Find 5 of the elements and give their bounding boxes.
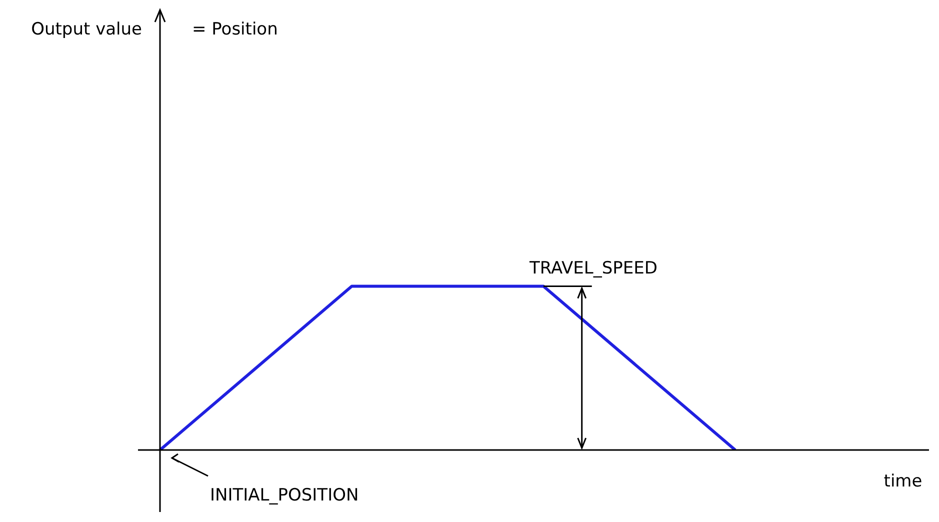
text: TRAVEL_SPEED — [528, 258, 658, 279]
text: INITIAL_POSITION — [210, 485, 359, 506]
text: = Position — [192, 19, 278, 40]
x-axis-title: time — [884, 471, 922, 492]
text: Output value — [31, 19, 142, 40]
